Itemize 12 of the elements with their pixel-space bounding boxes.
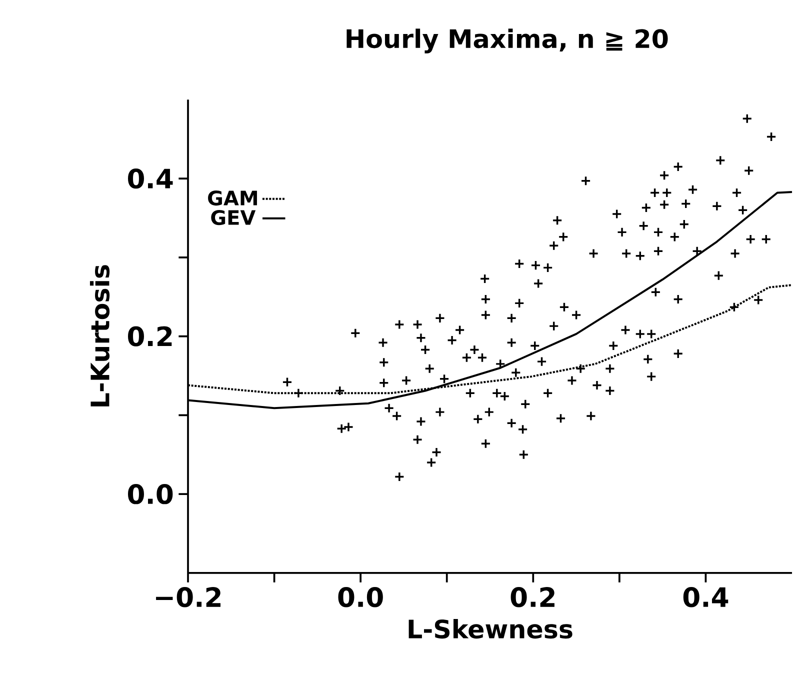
x-tick-label: 0.4 (683, 587, 728, 608)
legend-label: GAM (208, 190, 257, 206)
legend-label: GEV (211, 210, 256, 226)
y-tick-label: 0.4 (128, 168, 173, 189)
y-tick-label: 0.2 (128, 326, 172, 346)
x-tick-label: −0.2 (156, 587, 220, 608)
x-axis-title: L-Skewness (408, 619, 572, 639)
x-tick-label: 0.0 (338, 587, 383, 608)
x-tick-label: 0.2 (510, 587, 554, 608)
y-axis-title: L-Kurtosis (90, 265, 110, 406)
chart-title: Hourly Maxima, n ≧ 20 (346, 28, 668, 54)
y-tick-label: 0.0 (128, 484, 173, 504)
